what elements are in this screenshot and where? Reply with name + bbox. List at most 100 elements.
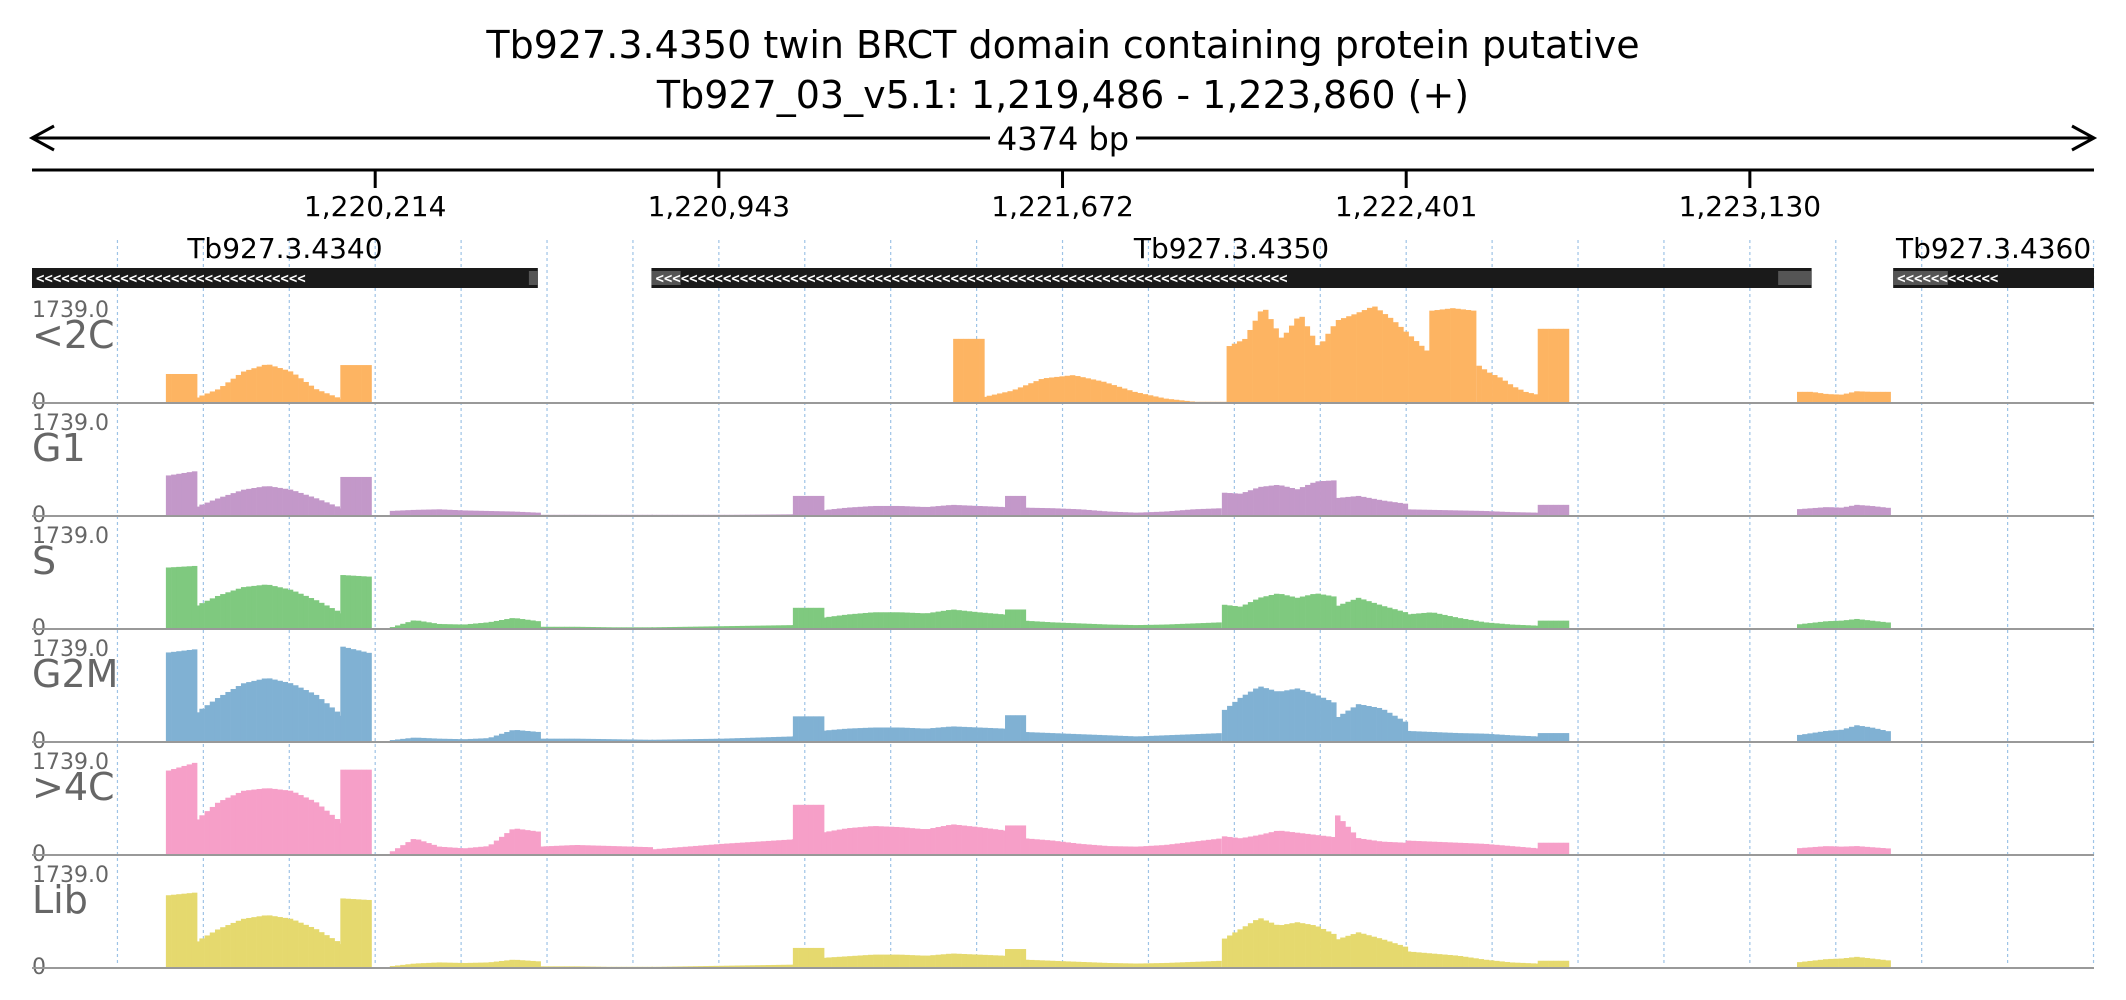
coverage-bar: [945, 825, 952, 855]
coverage-bar: [1817, 393, 1824, 403]
coverage-bar: [1211, 733, 1217, 742]
coverage-bar: [209, 500, 216, 516]
coverage-bar: [1387, 317, 1394, 403]
coverage-bar: [1838, 507, 1845, 516]
coverage-bar: [888, 727, 895, 742]
coverage-bar: [1864, 958, 1871, 968]
coverage-bar: [1402, 503, 1409, 516]
coverage-bar: [1843, 728, 1850, 742]
coverage-bar: [1294, 489, 1301, 516]
coverage-bar: [1483, 733, 1490, 742]
coverage-bar: [1169, 735, 1175, 742]
coverage-bar: [1376, 707, 1383, 742]
coverage-bar: [1253, 599, 1259, 629]
coverage-bar: [1007, 391, 1013, 403]
coverage-bar: [841, 614, 848, 629]
coverage-bar: [745, 625, 751, 629]
coverage-bar: [483, 510, 489, 516]
coverage-bar: [1173, 399, 1180, 403]
coverage-bar: [1885, 960, 1891, 968]
coverage-bar: [765, 737, 772, 742]
coverage-bar: [1494, 511, 1500, 516]
coverage-bar: [841, 507, 848, 516]
coverage-bar: [1107, 846, 1113, 855]
coverage-bar: [1345, 935, 1351, 968]
coverage-bar: [1548, 620, 1554, 629]
coverage-bar: [734, 625, 741, 629]
coverage-bar: [1392, 715, 1398, 742]
coverage-bar: [893, 612, 900, 629]
coverage-bar: [698, 738, 704, 742]
coverage-bar: [1828, 730, 1834, 742]
coverage-bar: [1864, 391, 1871, 403]
coverage-bar: [1044, 732, 1051, 742]
coverage-bar: [1340, 821, 1346, 855]
coverage-bar: [1494, 960, 1500, 968]
coverage-bar: [1509, 624, 1516, 629]
coverage-bar: [1478, 959, 1485, 968]
coverage-bar: [165, 652, 172, 742]
track-name: S: [32, 539, 56, 583]
coverage-bar: [909, 955, 916, 968]
coverage-bar: [973, 338, 980, 403]
coverage-bar: [1159, 963, 1165, 968]
coverage-bar: [1081, 509, 1087, 516]
coverage-bar: [256, 916, 263, 968]
coverage-bar: [1563, 620, 1570, 629]
coverage-bar: [651, 739, 657, 742]
coverage-bar: [997, 614, 1004, 629]
track-name: G2M: [32, 652, 118, 696]
coverage-bar: [441, 509, 448, 516]
coverage-bar: [1833, 620, 1839, 629]
coverage-bar: [1070, 733, 1077, 742]
coverage-bar: [703, 845, 709, 855]
coverage-bar: [750, 625, 756, 629]
coverage-bar: [282, 917, 289, 968]
coverage-bar: [1520, 847, 1526, 855]
coverage-bar: [1279, 925, 1285, 968]
coverage-bar: [1355, 838, 1362, 855]
coverage-bar: [1512, 387, 1519, 403]
coverage-bar: [1875, 847, 1881, 855]
coverage-bar: [1405, 614, 1412, 629]
coverage-bar: [1478, 621, 1485, 629]
coverage-bar: [204, 600, 211, 629]
coverage-bar: [1421, 509, 1427, 516]
coverage-bar: [826, 730, 832, 742]
coverage-bar: [1558, 842, 1565, 855]
coverage-bar: [1802, 847, 1808, 855]
coverage-bar: [1838, 620, 1845, 629]
coverage-bar: [1169, 511, 1175, 516]
coverage-bar: [235, 792, 242, 855]
coverage-bar: [1499, 511, 1505, 516]
coverage-bar: [287, 371, 294, 403]
coverage-bar: [1247, 691, 1254, 742]
coverage-bar: [1054, 376, 1060, 403]
coverage-bar: [1460, 309, 1466, 403]
coverage-bar: [1143, 963, 1149, 968]
coverage-bar: [426, 962, 432, 968]
coverage-bar: [992, 829, 999, 855]
coverage-bar: [1345, 826, 1351, 855]
coverage-bar: [755, 965, 761, 968]
coverage-bar: [1402, 612, 1409, 629]
coverage-bar: [1044, 508, 1051, 516]
coverage-bar: [564, 845, 570, 855]
coverage-bar: [1127, 390, 1133, 403]
coverage-bar: [1828, 958, 1834, 968]
coverage-bar: [1499, 623, 1505, 629]
coverage-bar: [1361, 599, 1367, 629]
coverage-bar: [530, 512, 536, 516]
coverage-bar: [1142, 394, 1149, 403]
coverage-bar: [225, 691, 231, 742]
coverage-bar: [1075, 623, 1082, 629]
coverage-bar: [350, 649, 357, 742]
coverage-bar: [857, 827, 864, 855]
coverage-bar: [1403, 331, 1409, 403]
coverage-bar: [1340, 713, 1346, 742]
coverage-bar: [1049, 733, 1056, 742]
coverage-bar: [1426, 509, 1433, 516]
coverage-bar: [1221, 604, 1228, 629]
coverage-bar: [277, 680, 283, 742]
coverage-bar: [1431, 732, 1438, 742]
